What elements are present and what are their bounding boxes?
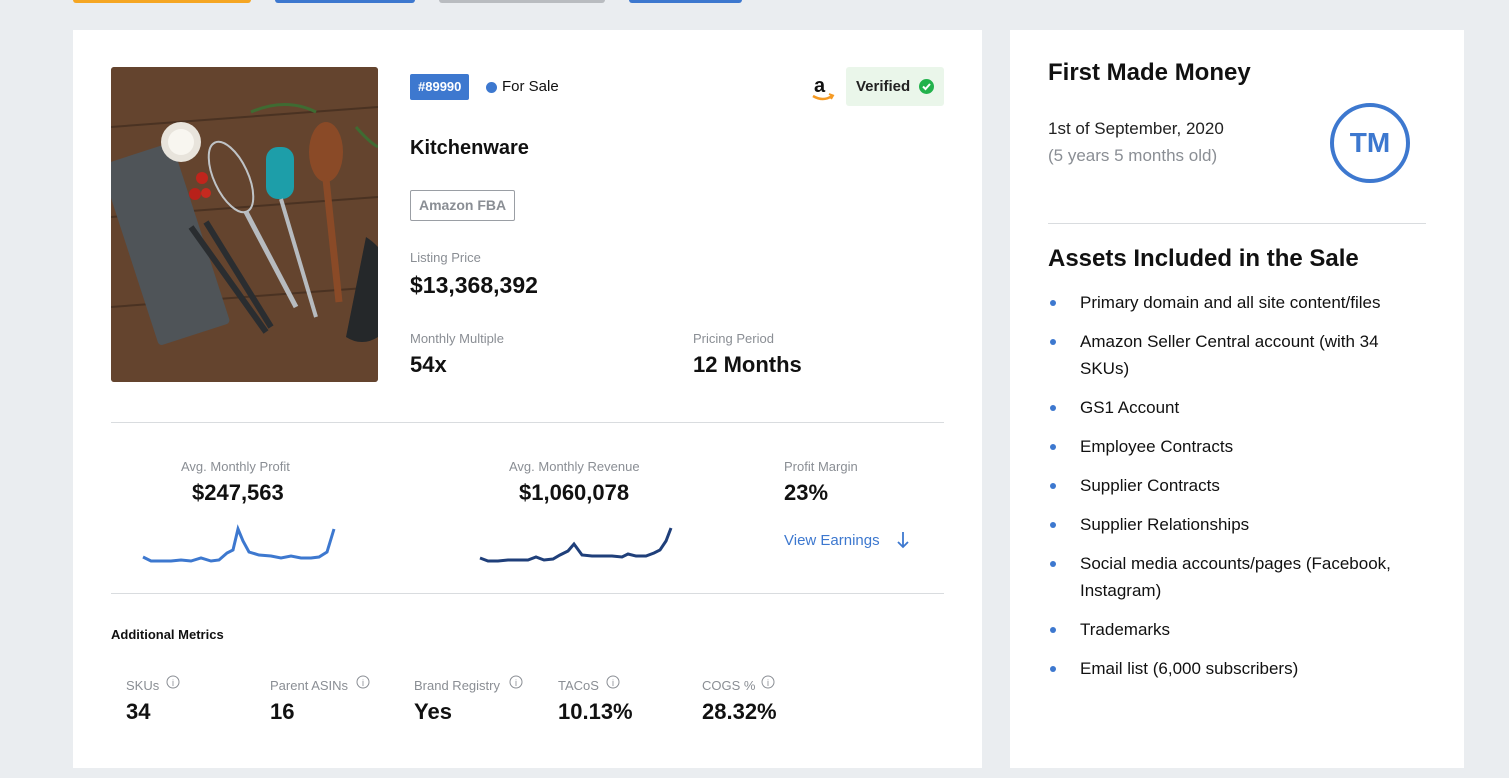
- margin-label: Profit Margin: [784, 459, 858, 474]
- list-item: GS1 Account: [1048, 394, 1408, 421]
- profit-sparkline: [142, 524, 336, 563]
- info-icon[interactable]: i: [356, 675, 370, 689]
- revenue-sparkline: [479, 527, 673, 563]
- brand-logo: TM: [1330, 103, 1410, 183]
- info-icon[interactable]: i: [166, 675, 180, 689]
- svg-text:i: i: [172, 678, 174, 688]
- listing-price-value: $13,368,392: [410, 272, 538, 298]
- revenue-value: $1,060,078: [519, 480, 630, 505]
- listing-id-badge: #89990: [410, 74, 470, 100]
- listing-name: Kitchenware: [410, 137, 529, 159]
- svg-text:i: i: [767, 678, 769, 688]
- revenue-label: Avg. Monthly Revenue: [509, 459, 640, 474]
- additional-metrics-title: Additional Metrics: [111, 627, 224, 642]
- info-icon[interactable]: i: [606, 675, 620, 689]
- first-money-date: 1st of September, 2020: [1048, 119, 1224, 138]
- platform-tag: Amazon FBA: [410, 190, 516, 221]
- arrow-down-icon[interactable]: [896, 530, 910, 550]
- tacos-value: 10.13%: [558, 699, 633, 724]
- profit-value: $247,563: [192, 480, 284, 505]
- info-icon[interactable]: i: [761, 675, 775, 689]
- monthly-multiple-value: 54x: [410, 352, 447, 377]
- tacos-label: TACoS: [558, 678, 599, 693]
- verified-label: Verified: [856, 78, 911, 95]
- first-money-title: First Made Money: [1048, 59, 1251, 86]
- check-icon: [919, 79, 934, 94]
- top-tab-2[interactable]: [275, 0, 415, 3]
- side-card: First Made Money 1st of September, 2020 …: [1010, 30, 1464, 768]
- parent-asins-label: Parent ASINs: [270, 678, 349, 693]
- pricing-period-label: Pricing Period: [693, 331, 774, 346]
- cogs-value: 28.32%: [702, 699, 777, 724]
- assets-list: Primary domain and all site content/file…: [1048, 289, 1408, 694]
- view-earnings-link[interactable]: View Earnings: [784, 532, 880, 549]
- listing-photo: [111, 67, 378, 382]
- svg-text:a: a: [814, 75, 826, 97]
- divider: [111, 422, 944, 423]
- first-money-age: (5 years 5 months old): [1048, 146, 1218, 165]
- top-tab-3[interactable]: [439, 0, 605, 3]
- svg-text:i: i: [362, 678, 364, 688]
- profit-label: Avg. Monthly Profit: [181, 459, 290, 474]
- list-item: Email list (6,000 subscribers): [1048, 655, 1408, 682]
- svg-text:i: i: [515, 678, 517, 688]
- list-item: Supplier Relationships: [1048, 511, 1408, 538]
- listing-price-label: Listing Price: [410, 250, 481, 265]
- verified-badge: Verified: [846, 67, 944, 106]
- assets-title: Assets Included in the Sale: [1048, 245, 1359, 272]
- brand-logo-text: TM: [1349, 127, 1391, 158]
- list-item: Amazon Seller Central account (with 34 S…: [1048, 328, 1408, 382]
- listing-card: #89990 For Sale a Verified Kitchenware A…: [73, 30, 982, 768]
- svg-text:i: i: [612, 678, 614, 688]
- list-item: Supplier Contracts: [1048, 472, 1408, 499]
- list-item: Primary domain and all site content/file…: [1048, 289, 1408, 316]
- list-item: Social media accounts/pages (Facebook, I…: [1048, 550, 1408, 604]
- amazon-icon: a: [810, 73, 836, 105]
- status-text: For Sale: [502, 78, 559, 95]
- pricing-period-value: 12 Months: [693, 352, 802, 377]
- top-tab-4[interactable]: [629, 0, 742, 3]
- list-item: Trademarks: [1048, 616, 1408, 643]
- divider: [111, 593, 944, 594]
- brand-registry-value: Yes: [414, 699, 452, 724]
- skus-label: SKUs: [126, 678, 160, 693]
- divider: [1048, 223, 1426, 224]
- cogs-label: COGS %: [702, 678, 756, 693]
- brand-registry-label: Brand Registry: [414, 678, 500, 693]
- monthly-multiple-label: Monthly Multiple: [410, 331, 504, 346]
- status-dot: [486, 82, 497, 93]
- parent-asins-value: 16: [270, 699, 295, 724]
- list-item: Employee Contracts: [1048, 433, 1408, 460]
- info-icon[interactable]: i: [509, 675, 523, 689]
- skus-value: 34: [126, 699, 151, 724]
- margin-value: 23%: [784, 480, 829, 505]
- top-tab-1[interactable]: [73, 0, 251, 3]
